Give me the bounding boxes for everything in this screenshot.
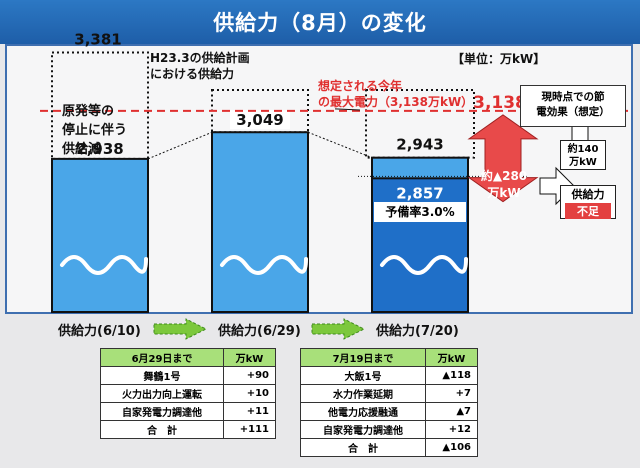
demand-note: 想定される今年 の最大電力（3,138万kW） [318,79,474,109]
wave-icon [380,255,468,275]
unit-label: 【単位：万kW】 [452,52,546,66]
demand-leader-line [334,108,361,111]
wave-icon [60,255,148,275]
arrow-right-icon [153,318,208,340]
bar-value-label-2: 2,943 [396,136,443,154]
savings-callout: 現時点での節 電効果（想定） [520,85,626,127]
table-header: 7月19日まで [300,348,426,367]
bar-inner-2 [371,177,469,313]
table-header: 万kW [425,348,478,367]
reference-box [365,89,475,159]
page-title: 供給力（8月）の変化 [0,0,640,44]
demand-value-label: 3,138 [473,93,527,113]
table-row: 自家発電力調達他 +12 [300,420,478,439]
connector-line [307,131,373,159]
shortage-box: 供給力 不足 [560,185,616,219]
table-row: 大飯1号 ▲118 [300,366,478,385]
wave-icon [220,255,308,275]
table-header: 万kW [223,348,276,367]
table-row: 自家発電力調達他 +11 [100,402,276,421]
table-row: 火力出力向上運転 +10 [100,384,276,403]
bar-value-label-0: 2,938 [76,140,123,158]
bar-inner-value-label: 2,857 [396,184,443,202]
arrow-right-icon [311,318,366,340]
bar-1 [211,131,309,313]
bar-0 [51,157,149,313]
table-row: 他電力応援融通 ▲7 [300,402,478,421]
category-label-0: 供給力(6/10) [58,324,141,339]
changes-table-july: 7月19日まで 万kW 大飯1号 ▲118 水力作業延期 +7 他電力応援融通 ▲7 … [300,348,478,457]
table-header: 6月29日まで [100,348,224,367]
category-label-1: 供給力(6/29) [218,324,301,339]
category-label-2: 供給力(7/20) [376,324,459,339]
table-row: 合 計 +111 [100,420,276,439]
bar-value-label-1: 3,049 [236,111,283,129]
table-row: 水力作業延期 +7 [300,384,478,403]
connector-line [147,131,213,160]
changes-table-june: 6月29日まで 万kW 舞鶴1号 +90 火力出力向上運転 +10 自家発電力調達他… [100,348,276,439]
bar-value-label-bg [230,110,290,130]
plan-note: H23.3の供給計画 における供給力 [150,51,250,81]
savings-value-box: 約140 万kW [560,140,606,170]
table-row: 舞鶴1号 +90 [100,366,276,385]
plan-value-label: 3,381 [74,31,121,49]
table-row: 合 計 ▲106 [300,438,478,457]
reduction-note: 原発等の 停止に伴う 供給減 [62,104,128,157]
gap-arrow [467,114,539,203]
gap-label: 約▲280 万kW [480,169,528,200]
reserve-rate-label: 予備率3.0% [374,202,466,222]
